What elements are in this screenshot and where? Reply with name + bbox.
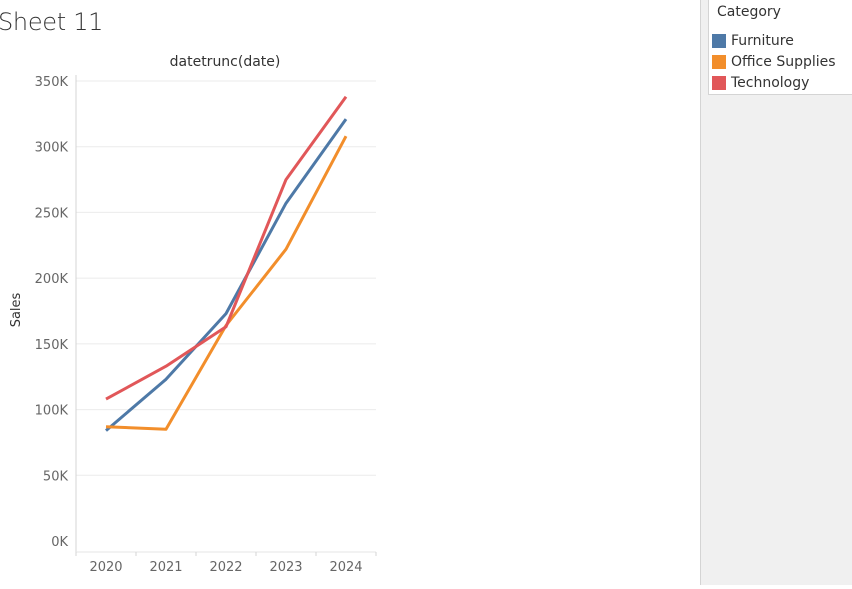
x-tick-label: 2021 [149, 560, 182, 575]
y-tick-label: 0K [51, 535, 68, 550]
line-chart: datetrunc(date) Sales 0K 50K 100K 150K 200K 2… [9, 54, 377, 575]
legend-swatch-office-supplies [712, 55, 726, 69]
chart-title: datetrunc(date) [170, 54, 281, 70]
legend-title: Category [717, 4, 781, 20]
y-axis-label: Sales [9, 292, 24, 327]
series-line-office-supplies[interactable] [105, 135, 348, 431]
x-tick-label: 2023 [269, 560, 302, 575]
series-line-furniture[interactable] [105, 118, 348, 432]
sheet-title: Sheet 11 [0, 8, 104, 36]
legend: Category Furniture Office Supplies Techn… [708, 0, 852, 95]
legend-label: Technology [731, 75, 810, 91]
y-tick-label: 300K [35, 141, 69, 156]
legend-label: Office Supplies [731, 54, 836, 70]
y-tick-label: 100K [35, 404, 69, 419]
y-tick-label: 350K [35, 75, 69, 90]
x-tick-label: 2022 [209, 560, 242, 575]
legend-swatch-technology [712, 76, 726, 90]
legend-item-technology[interactable]: Technology [712, 73, 809, 93]
legend-swatch-furniture [712, 34, 726, 48]
y-tick-label: 50K [43, 469, 69, 484]
legend-label: Furniture [731, 33, 794, 49]
series-lines [105, 95, 348, 432]
x-tick-label: 2020 [89, 560, 122, 575]
y-tick-label: 250K [35, 206, 69, 221]
legend-item-office-supplies[interactable]: Office Supplies [712, 52, 836, 72]
y-tick-label: 200K [35, 272, 69, 287]
right-panel: Category Furniture Office Supplies Techn… [700, 0, 852, 585]
legend-item-furniture[interactable]: Furniture [712, 31, 794, 51]
series-line-technology[interactable] [105, 95, 348, 401]
x-tick-label: 2024 [329, 560, 362, 575]
axes: 0K 50K 100K 150K 200K 250K 300K 350K 2020 2021 202… [35, 75, 377, 575]
y-tick-label: 150K [35, 338, 69, 353]
chart-area: datetrunc(date) Sales 0K 50K 100K 150K 200K 2… [9, 54, 377, 575]
